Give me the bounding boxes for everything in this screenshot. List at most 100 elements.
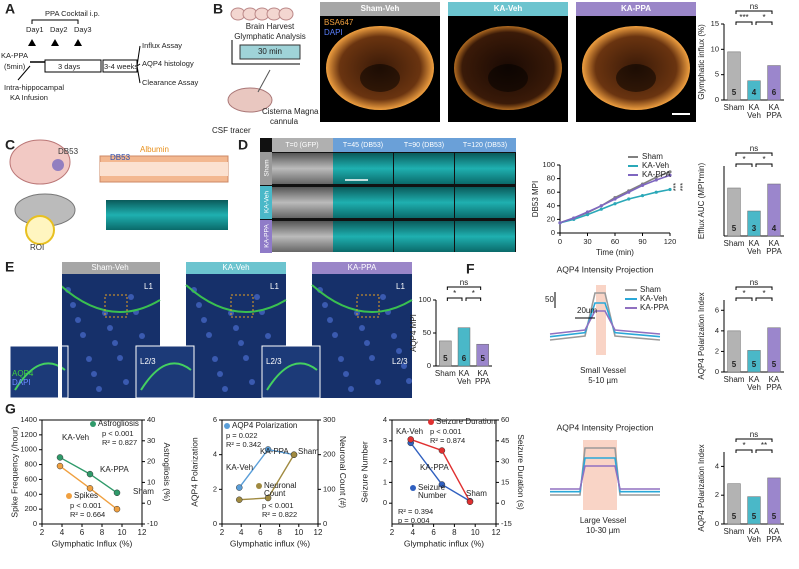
shape [455, 153, 515, 184]
point [113, 489, 121, 497]
significance-bracket [446, 286, 482, 290]
x-tick-label: 90 [638, 237, 646, 246]
y2-tick-label: 0 [323, 519, 327, 528]
legend-label: Astrogliosis [98, 419, 139, 428]
n-label: 5 [732, 512, 737, 521]
x-axis-label: Glymphatic influx (%) [404, 538, 484, 548]
shape [549, 310, 661, 335]
shape [369, 355, 375, 361]
shape [549, 302, 661, 338]
y-tick-label: 0 [715, 95, 719, 104]
y-tick-label: 5 [715, 70, 719, 79]
y-tick-label: 60 [547, 187, 555, 196]
label: KA Infusion [10, 93, 48, 102]
significance-label: *** [680, 183, 687, 191]
x-tick-label: Sham [724, 375, 745, 384]
label: Intra-hippocampal [4, 83, 64, 92]
y-tick-label: 10 [711, 44, 719, 53]
shape [333, 153, 393, 184]
text-line: Sham [724, 239, 745, 248]
point-label: KA-Veh [226, 463, 253, 472]
y-tick-label: 1000 [20, 445, 37, 454]
shape [359, 325, 365, 331]
y2-tick-label: -15 [501, 519, 512, 528]
text-line: Seizure [418, 483, 446, 492]
significance-bracket [755, 297, 773, 301]
y-tick-label: 100 [542, 160, 555, 169]
y-axis-label: Spike Frequency (/hour) [9, 426, 19, 517]
significance-label: *** [673, 183, 680, 191]
label: Influx Assay [142, 41, 182, 50]
point [613, 202, 617, 206]
shape [86, 356, 92, 362]
point [236, 484, 243, 491]
shape [260, 152, 272, 185]
shape [186, 262, 286, 274]
significance-label: * [453, 289, 456, 298]
significance-label: * [742, 289, 745, 298]
x-axis-label: Time (min) [596, 248, 634, 257]
text-line: Sham [435, 369, 456, 378]
shape [104, 294, 128, 318]
text-line: KA [477, 369, 488, 378]
label: Brain Harvest [246, 22, 295, 31]
text-line: Veh [747, 535, 761, 544]
shape [333, 221, 393, 252]
shape [364, 340, 370, 346]
significance-bracket [755, 449, 773, 453]
bar [457, 327, 471, 367]
point [264, 446, 272, 453]
significance-bracket [735, 438, 773, 442]
x-tick-label: KA PPA [766, 103, 782, 120]
bar [747, 210, 761, 237]
shape [243, 355, 249, 361]
shape [206, 332, 212, 338]
shape [394, 187, 454, 218]
n-label: 6 [462, 354, 467, 363]
shape [106, 200, 228, 230]
stat-label: p < 0.001 [102, 429, 134, 438]
point [290, 451, 298, 458]
label: Clearance Assay [142, 78, 199, 87]
shape [396, 348, 402, 354]
panel-letter: D [238, 137, 248, 153]
y2-tick-label: 30 [147, 436, 155, 445]
y-tick-label: 2 [383, 457, 387, 466]
shape [17, 65, 31, 81]
point-label: KA-PPA [260, 447, 289, 456]
label: L1 [144, 282, 153, 291]
n-label: 5 [732, 224, 737, 233]
text-line: KA [749, 239, 760, 248]
label: L2/3 [140, 357, 156, 366]
label: Small Vessel [580, 366, 626, 375]
x-tick-label: 10 [294, 528, 303, 537]
shape [448, 2, 568, 16]
text-line: Sham [724, 103, 745, 112]
x-tick-label: 8 [100, 528, 105, 537]
x-tick-label: 8 [452, 528, 457, 537]
legend-label: AQP4 Polarization [232, 421, 297, 430]
label: 20um [577, 306, 597, 315]
point [627, 190, 631, 194]
point [438, 481, 446, 488]
label: 10-30 µm [586, 526, 620, 535]
shape [185, 284, 287, 313]
point [407, 436, 414, 443]
significance-label: ns [750, 278, 758, 287]
text-line: Veh [457, 377, 471, 386]
y-axis-label: DB53 MPI [531, 181, 540, 217]
point [654, 175, 658, 179]
x-tick-label: 10 [471, 528, 480, 537]
shape [278, 7, 294, 21]
bar [727, 483, 741, 525]
shape [320, 2, 440, 16]
text-line: Veh [747, 247, 761, 256]
shape [549, 292, 661, 341]
point [613, 197, 617, 201]
point-label: Sham [466, 489, 487, 498]
label: PPA Cocktail i.p. [45, 9, 100, 18]
y2-tick-label: 15 [501, 477, 509, 486]
y-axis-label: Efflux AUC (MPI*min) [697, 163, 706, 240]
label: AQP4 [12, 369, 34, 378]
shape [140, 362, 192, 391]
